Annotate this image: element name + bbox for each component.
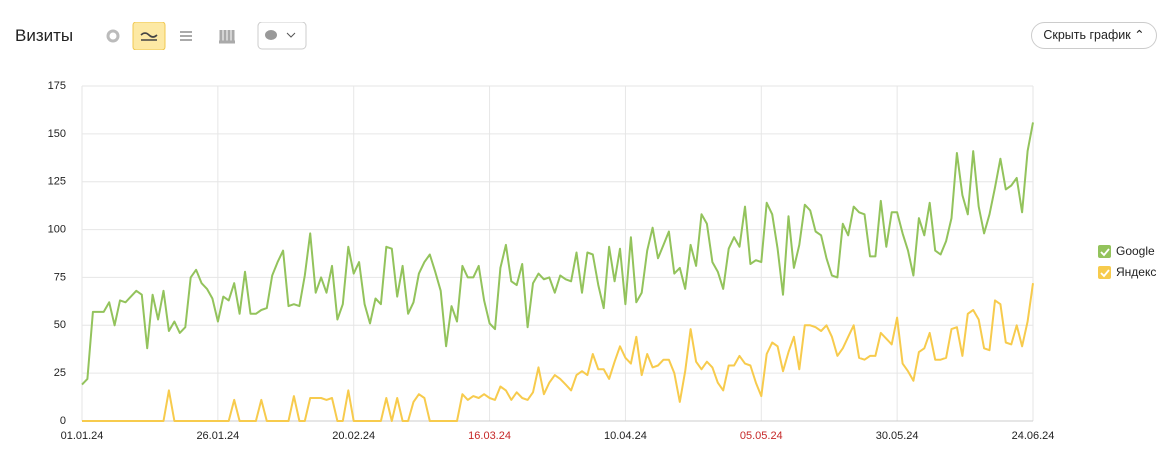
button-label: Скрыть график [1043,28,1131,42]
x-tick-label: 16.03.24 [468,430,511,442]
legend-check [1100,269,1110,278]
x-tick-label: 05.05.24 [740,430,783,442]
bar-icon[interactable] [219,30,235,44]
x-tick-label: 20.02.24 [332,430,375,442]
area-icon[interactable] [180,31,192,41]
y-tick-label: 150 [48,128,66,140]
legend-swatch[interactable] [1098,245,1111,258]
legend-label: Яндекс [1116,265,1156,279]
y-tick-label: 75 [54,271,66,283]
view-switcher[interactable] [100,22,310,50]
y-tick-label: 125 [48,176,66,188]
x-tick-label: 01.01.24 [61,430,104,442]
x-tick-label: 26.01.24 [196,430,239,442]
x-tick-label: 10.04.24 [604,430,647,442]
chevron [286,32,296,38]
button-chevron: ⌃ [1134,28,1145,42]
pie-icon[interactable] [106,29,120,43]
legend-check [1100,248,1110,257]
comment-icon [265,30,277,40]
comment-dropdown[interactable] [257,22,307,50]
hide-chart-button[interactable]: Скрыть график ⌃ [1031,22,1157,49]
y-tick-label: 50 [54,319,66,331]
legend-swatch[interactable] [1098,266,1111,279]
y-tick-label: 175 [48,80,66,92]
legend-label: Google [1116,244,1155,258]
line-icon [140,32,158,41]
series-line [82,283,1034,422]
header-title: Визиты [15,26,74,45]
y-tick-label: 0 [60,415,66,427]
y-tick-label: 100 [48,223,66,235]
x-tick-label: 24.06.24 [1012,430,1055,442]
y-tick-label: 25 [54,367,66,379]
series-line [81,122,1034,386]
x-tick-label: 30.05.24 [876,430,919,442]
